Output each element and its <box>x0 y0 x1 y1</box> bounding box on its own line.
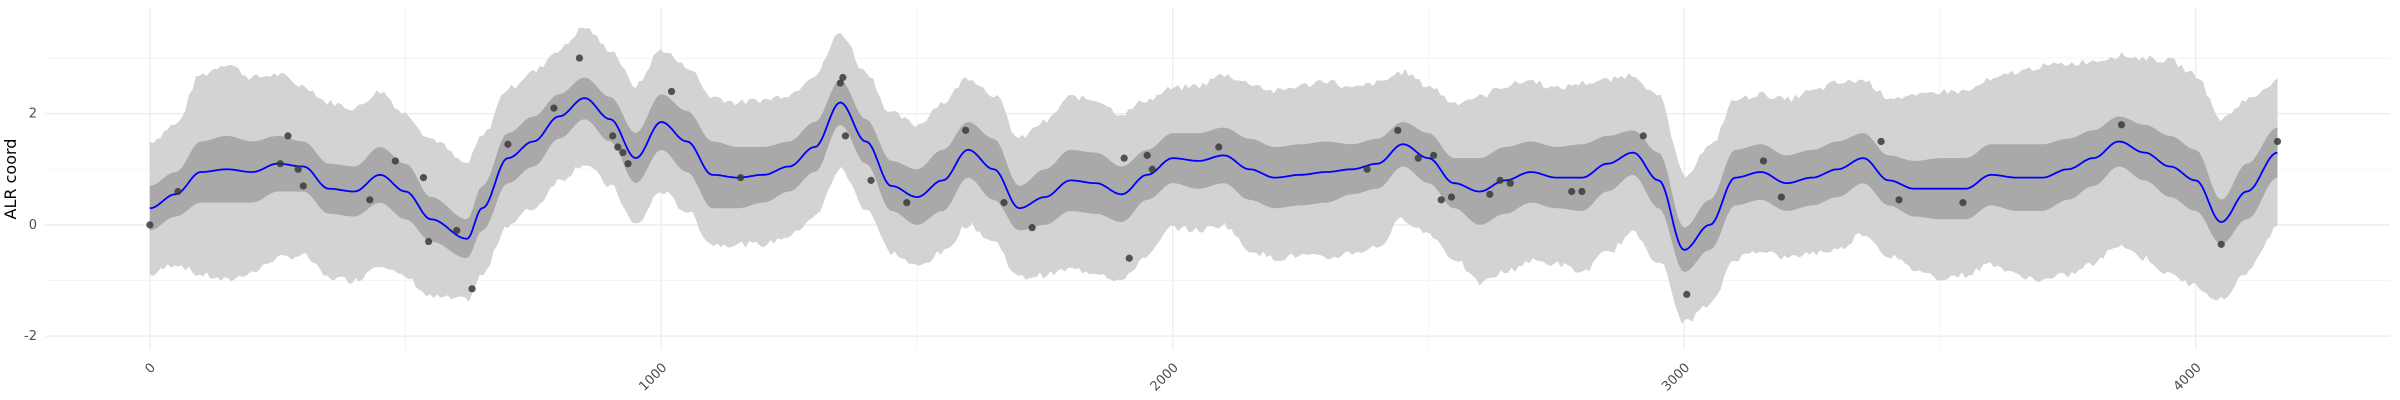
mean-line <box>149 97 2278 251</box>
observation-point <box>962 126 970 134</box>
observation-point <box>1363 165 1371 173</box>
observation-point <box>419 174 428 182</box>
observation-point <box>667 87 676 96</box>
observation-points <box>146 54 2282 298</box>
observation-point <box>299 182 307 190</box>
observation-point <box>1639 132 1647 140</box>
y-axis-title: ALR coord <box>1 139 20 220</box>
observation-point <box>1759 157 1768 165</box>
y-axis-tick-labels: -2 0 2 <box>24 107 37 344</box>
observation-point <box>1215 143 1223 151</box>
observation-point <box>1496 176 1504 184</box>
observation-point <box>1000 199 1008 207</box>
observation-point <box>1028 224 1036 232</box>
observation-point <box>2217 240 2225 248</box>
observation-point <box>2117 121 2126 129</box>
observation-point <box>1437 196 1445 204</box>
y-tick-label: -2 <box>24 329 37 344</box>
observation-point <box>1429 151 1438 159</box>
observation-point <box>903 199 911 207</box>
observation-point <box>841 132 850 140</box>
y-tick-label: 0 <box>29 218 37 233</box>
observation-point <box>294 165 302 173</box>
observation-point <box>366 196 374 204</box>
observation-point <box>609 132 617 140</box>
observation-point <box>550 104 558 112</box>
observation-point <box>2273 137 2282 146</box>
observation-point <box>284 132 292 140</box>
observation-point <box>1683 290 1691 298</box>
observation-point <box>1148 165 1156 173</box>
observation-point <box>839 73 847 82</box>
observation-point <box>736 174 745 182</box>
observation-point <box>1959 199 1967 207</box>
observation-point <box>1394 126 1402 134</box>
observation-point <box>453 226 461 235</box>
observation-point <box>867 176 875 184</box>
inner-confidence-band <box>149 77 2278 272</box>
observation-point <box>619 148 627 157</box>
observation-point <box>174 187 182 196</box>
observation-point <box>624 160 632 168</box>
observation-point <box>1777 193 1785 201</box>
observation-point <box>1120 154 1128 162</box>
observation-point <box>468 285 476 293</box>
observation-point <box>424 237 433 246</box>
observation-point <box>614 143 622 151</box>
y-tick-label: 2 <box>29 107 37 122</box>
observation-point <box>1143 151 1151 159</box>
observation-point <box>1877 137 1885 146</box>
observation-point <box>1895 196 1903 204</box>
observation-point <box>1506 179 1514 187</box>
observation-point <box>276 160 284 168</box>
observation-point <box>1125 254 1133 262</box>
observation-point <box>146 221 154 229</box>
observation-point <box>504 140 512 148</box>
observation-point <box>1568 187 1576 196</box>
observation-point <box>1578 187 1586 196</box>
observation-point <box>391 157 399 165</box>
observation-point <box>1414 154 1422 162</box>
observation-point <box>836 79 844 87</box>
observation-point <box>1447 193 1456 201</box>
observation-point <box>575 54 584 62</box>
observation-point <box>1486 190 1494 198</box>
